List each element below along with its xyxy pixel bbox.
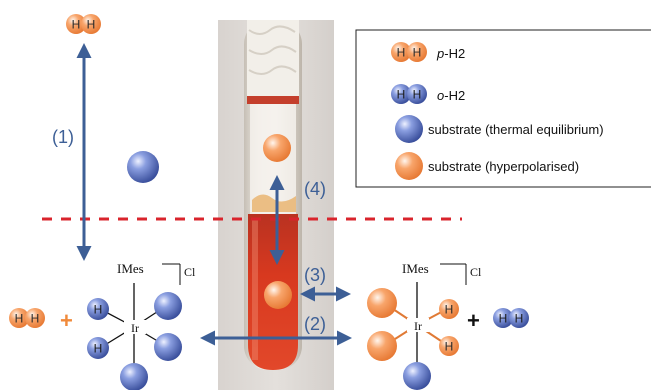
h-atom-icon — [25, 308, 45, 328]
substrate-thermal-icon — [395, 115, 423, 143]
h-atom-icon — [509, 308, 529, 328]
legend-label-para: p-H2 — [436, 46, 465, 61]
h-atom-label: H — [413, 88, 422, 102]
para-h2-molecule-top: H H — [66, 14, 101, 34]
iridium-complex-right: IMes Cl H H Ir — [367, 261, 482, 390]
h-atom-label: H — [31, 312, 40, 326]
legend-label-substrate-hyperpolarised: substrate (hyperpolarised) — [428, 159, 579, 174]
step-2-label: (2) — [304, 314, 326, 334]
h2-atom-icon — [407, 42, 427, 62]
h2-atom-icon — [391, 42, 411, 62]
hydride-icon — [87, 298, 109, 320]
legend-item-para-h2: H H p-H2 — [391, 42, 465, 62]
hydride-label: H — [445, 340, 454, 354]
bound-substrate-thermal — [403, 362, 431, 390]
legend-item-substrate-thermal: substrate (thermal equilibrium) — [395, 115, 604, 143]
h-atom-label: H — [499, 312, 508, 326]
bound-substrate-thermal — [154, 333, 182, 361]
h-atom-label: H — [72, 18, 81, 32]
h-atom-icon — [493, 308, 513, 328]
legend: H H p-H2 H H o-H2 substrate (thermal equ… — [355, 29, 651, 188]
legend-item-ortho-h2: H H o-H2 — [391, 84, 465, 104]
h-atom-label: H — [515, 312, 524, 326]
plus-sign-right: + — [467, 308, 480, 333]
h-atom-label: H — [15, 312, 24, 326]
step-3-label: (3) — [304, 265, 326, 285]
substrate-thermal-free — [127, 151, 159, 183]
legend-label-ortho: o-H2 — [437, 88, 465, 103]
iridium-center-right: Ir — [414, 319, 422, 333]
h-atom-icon — [81, 14, 101, 34]
h-atom-label: H — [413, 46, 422, 60]
iridium-center-left: Ir — [131, 321, 139, 335]
bound-substrate-thermal — [120, 363, 148, 390]
legend-item-substrate-hyperpolarised: substrate (hyperpolarised) — [395, 152, 579, 180]
legend-label-substrate-thermal: substrate (thermal equilibrium) — [428, 122, 604, 137]
ligand-imes-right: IMes — [402, 261, 429, 276]
substrate-hyperpolarised-lower — [264, 281, 292, 309]
iridium-complex-left: IMes Cl H H Ir — [87, 261, 196, 390]
h-atom-icon — [66, 14, 86, 34]
h-atom-label: H — [397, 88, 406, 102]
hydride-icon — [87, 337, 109, 359]
para-h2-molecule-bottom: H H — [9, 308, 45, 328]
ligand-imes-left: IMes — [117, 261, 144, 276]
h2-atom-icon — [391, 84, 411, 104]
hydride-icon — [439, 336, 459, 356]
plus-sign-left: + — [60, 308, 73, 333]
bound-substrate-hyperpolarised — [367, 331, 397, 361]
h-atom-icon — [9, 308, 29, 328]
halide-cl-left: Cl — [184, 265, 196, 279]
halide-cl-right: Cl — [470, 265, 482, 279]
h-atom-label: H — [397, 46, 406, 60]
ortho-h2-molecule-right: H H — [493, 308, 529, 328]
bound-substrate-hyperpolarised — [367, 288, 397, 318]
bound-substrate-thermal — [154, 292, 182, 320]
step-4-label: (4) — [304, 179, 326, 199]
substrate-hyperpolarised-upper — [263, 134, 291, 162]
h2-atom-icon — [407, 84, 427, 104]
substrate-hyperpolarised-icon — [395, 152, 423, 180]
step-1-label: (1) — [52, 127, 74, 147]
hydride-icon — [439, 299, 459, 319]
h-atom-label: H — [87, 18, 96, 32]
hydride-label: H — [94, 342, 103, 356]
hydride-label: H — [445, 303, 454, 317]
hydride-label: H — [94, 303, 103, 317]
